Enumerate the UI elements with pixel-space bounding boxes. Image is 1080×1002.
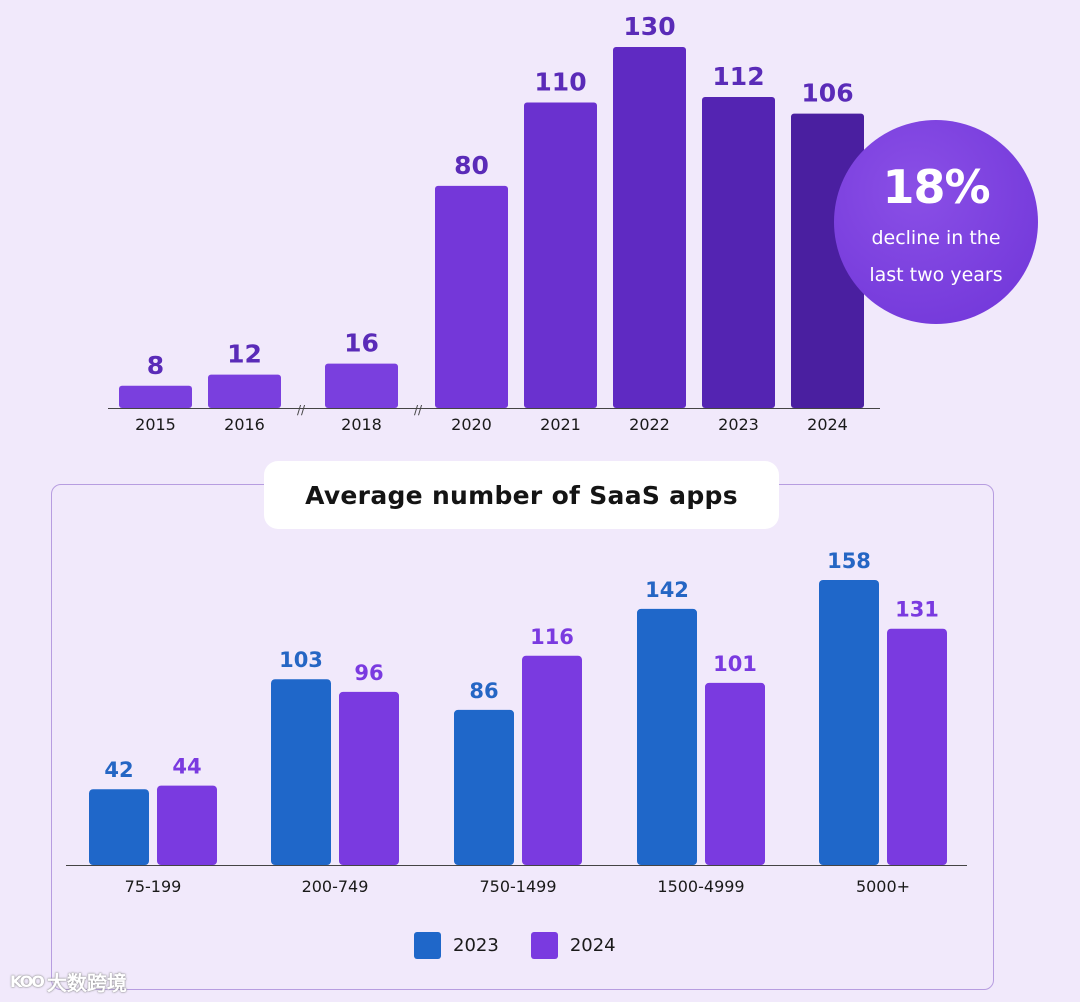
bar-1500-4999-2023 [637, 608, 697, 865]
data-label-1500-4999-2024: 101 [713, 652, 757, 676]
decline-badge: 18% decline in the last two years [834, 120, 1038, 324]
bar-75-199-2024 [157, 785, 217, 865]
x-tick-2021: 2021 [540, 415, 581, 434]
data-label-750-1499-2024: 116 [530, 625, 574, 649]
data-label-75-199-2023: 42 [104, 758, 133, 782]
legend-swatch-2024 [530, 931, 558, 959]
badge-text-line2: last two years [869, 264, 1003, 286]
legend-item-2024: 2024 [530, 931, 616, 959]
x-tick-2023: 2023 [718, 415, 759, 434]
x-tick-2016: 2016 [224, 415, 265, 434]
x-tick-75-199: 75-199 [125, 877, 182, 896]
data-label-2024: 106 [801, 79, 853, 108]
data-label-2023: 112 [712, 62, 764, 91]
data-label-200-749-2024: 96 [354, 661, 383, 685]
x-tick-2022: 2022 [629, 415, 670, 434]
axis-break-1: // [297, 403, 306, 417]
bar-200-749-2024 [339, 691, 399, 865]
data-label-2022: 130 [623, 12, 675, 41]
data-label-200-749-2023: 103 [279, 648, 323, 672]
data-label-2015: 8 [147, 351, 164, 380]
x-tick-2015: 2015 [135, 415, 176, 434]
data-label-2020: 80 [454, 151, 489, 180]
data-label-5000+-2024: 131 [895, 598, 939, 622]
bar-750-1499-2023 [454, 709, 514, 865]
x-tick-200-749: 200-749 [302, 877, 369, 896]
watermark: KOO 大数跨境 [10, 966, 127, 996]
data-label-1500-4999-2023: 142 [645, 578, 689, 602]
watermark-logo: KOO [10, 971, 45, 991]
legend-item-2023: 2023 [414, 931, 499, 959]
data-label-75-199-2024: 44 [172, 755, 201, 779]
badge-value: 18% [882, 160, 990, 214]
bar-2015 [119, 385, 192, 408]
data-label-2021: 110 [534, 68, 586, 97]
x-tick-750-1499: 750-1499 [479, 877, 556, 896]
legend-swatch-2023 [414, 931, 441, 959]
bar-2021 [524, 102, 597, 409]
bar-2018 [325, 363, 398, 408]
bar-1500-4999-2024 [705, 682, 765, 865]
x-tick-5000+: 5000+ [856, 877, 910, 896]
x-tick-2020: 2020 [451, 415, 492, 434]
legend-label-2023: 2023 [453, 934, 499, 956]
bar-2020 [435, 185, 508, 408]
bar-2016 [208, 374, 281, 408]
data-label-2018: 16 [344, 329, 379, 358]
x-tick-2018: 2018 [341, 415, 382, 434]
x-tick-1500-4999: 1500-4999 [657, 877, 744, 896]
data-label-2016: 12 [227, 340, 262, 369]
bar-5000+-2024 [887, 628, 947, 865]
bar-2022 [613, 47, 686, 408]
badge-text-line1: decline in the [871, 227, 1001, 249]
x-tick-2024: 2024 [807, 415, 848, 434]
badge-text: decline in the last two years [834, 220, 1038, 294]
axis-break-2: // [414, 403, 423, 417]
bar-5000+-2023 [819, 580, 879, 865]
bar-200-749-2023 [271, 679, 331, 865]
data-label-750-1499-2023: 86 [469, 679, 498, 703]
data-label-5000+-2023: 158 [827, 549, 871, 573]
chart-title: Average number of SaaS apps [264, 461, 779, 529]
bar-750-1499-2024 [522, 655, 582, 865]
bar-2023 [702, 96, 775, 408]
yearly-bar-chart: 8 2015 12 2016 16 2018 80 2020 110 2021 130 2022 112… [108, 12, 880, 434]
legend-label-2024: 2024 [569, 934, 616, 956]
watermark-text: 大数跨境 [46, 970, 127, 995]
chart-legend: 2023 2024 [414, 930, 648, 960]
bar-75-199-2023 [89, 789, 149, 865]
